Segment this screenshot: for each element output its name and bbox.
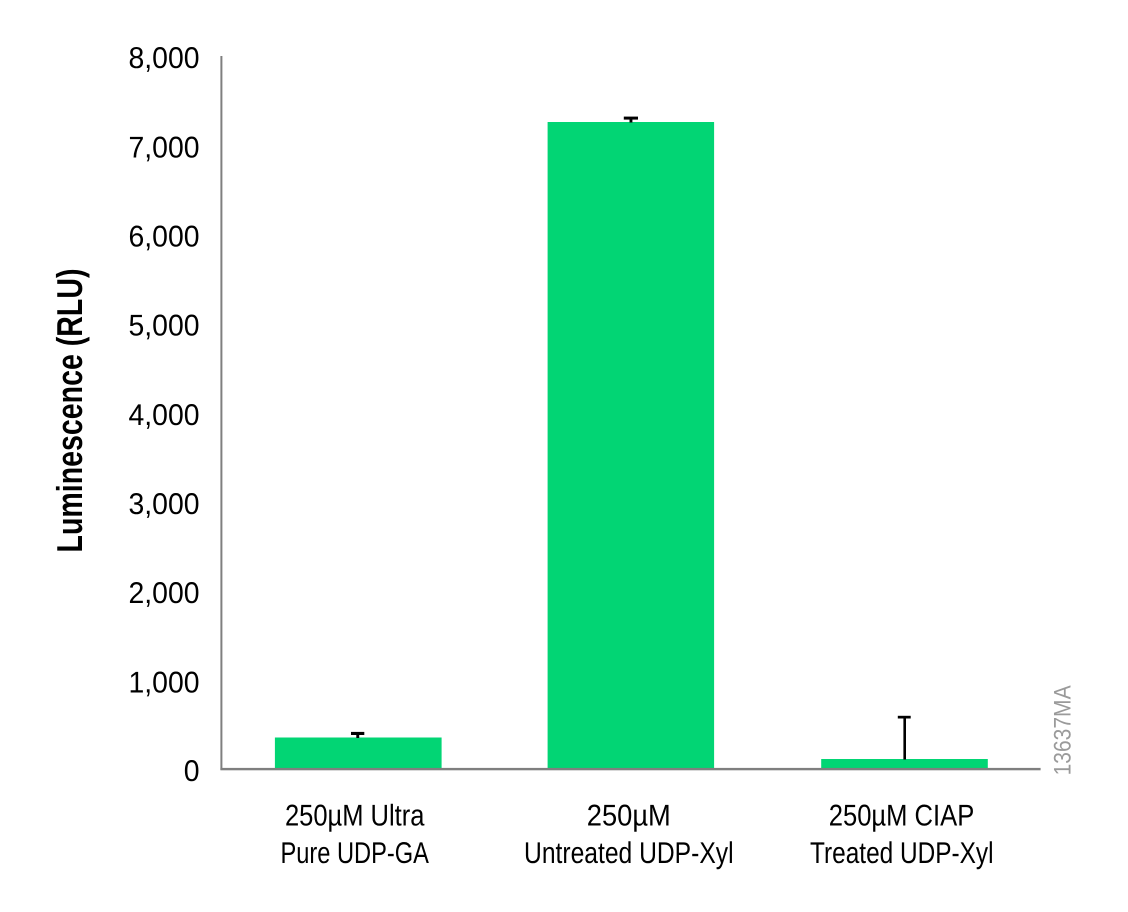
svg-text:Untreated UDP-Xyl: Untreated UDP-Xyl <box>524 837 734 870</box>
svg-text:Treated UDP-Xyl: Treated UDP-Xyl <box>810 837 994 870</box>
svg-text:1,000: 1,000 <box>129 666 200 699</box>
svg-text:3,000: 3,000 <box>129 488 200 521</box>
svg-text:250µM: 250µM <box>587 799 671 832</box>
svg-text:250µM Ultra: 250µM Ultra <box>285 799 425 832</box>
svg-text:8,000: 8,000 <box>129 42 200 75</box>
svg-text:0: 0 <box>184 755 200 788</box>
svg-text:5,000: 5,000 <box>129 310 200 343</box>
svg-text:7,000: 7,000 <box>129 131 200 164</box>
svg-text:Pure UDP-GA: Pure UDP-GA <box>280 837 429 870</box>
svg-text:6,000: 6,000 <box>129 221 200 254</box>
svg-text:2,000: 2,000 <box>129 577 200 610</box>
svg-text:4,000: 4,000 <box>129 399 200 432</box>
svg-text:250µM CIAP: 250µM CIAP <box>829 799 975 832</box>
svg-text:Luminescence (RLU): Luminescence (RLU) <box>49 269 90 553</box>
svg-text:13637MA: 13637MA <box>1049 685 1076 775</box>
